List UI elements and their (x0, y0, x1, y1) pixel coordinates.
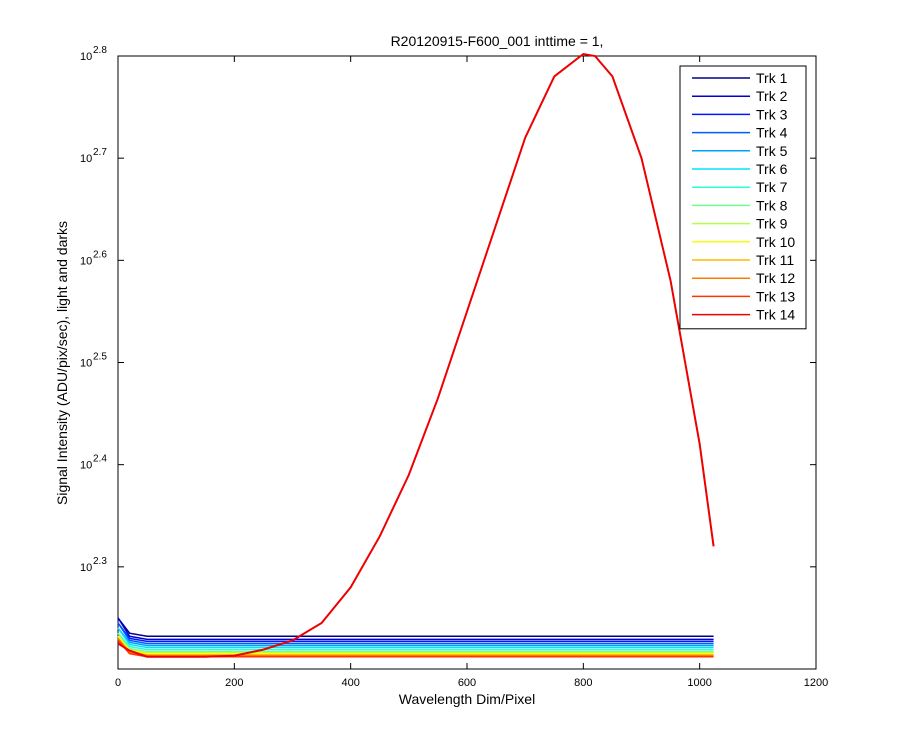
series-line-trk-3 (117, 622, 714, 643)
y-tick-label-base: 10 (80, 460, 92, 472)
y-tick-label-exponent: 2.6 (93, 249, 107, 260)
x-tick-label: 400 (341, 677, 359, 689)
x-tick-label: 200 (225, 677, 243, 689)
legend-label: Trk 2 (756, 88, 788, 104)
legend: Trk 1 Trk 2 Trk 3 Trk 4 Trk 5 Trk 6 Trk 7 Trk 8… (679, 65, 807, 330)
legend-label: Trk 8 (756, 197, 788, 213)
y-tick-label-exponent: 2.4 (93, 454, 107, 465)
series-line-trk-7 (117, 632, 714, 651)
y-tick-label-base: 10 (80, 255, 92, 267)
x-axis: 0 200 400 600 800 1000 1200 (115, 56, 828, 689)
legend-label: Trk 10 (756, 234, 795, 250)
x-tick-label: 1200 (804, 677, 828, 689)
legend-label: Trk 1 (756, 70, 788, 86)
series-line-trk-2 (117, 617, 714, 641)
legend-box (679, 65, 807, 330)
legend-label: Trk 9 (756, 216, 788, 232)
y-tick-label-exponent: 2.3 (93, 556, 107, 567)
y-tick-label-exponent: 2.5 (93, 352, 107, 363)
legend-label: Trk 12 (756, 270, 795, 286)
legend-label: Trk 6 (756, 161, 788, 177)
y-tick-label-base: 10 (80, 153, 92, 165)
x-tick-label: 600 (458, 677, 476, 689)
legend-label: Trk 4 (756, 125, 788, 141)
y-tick-label-base: 10 (80, 358, 92, 370)
series-line-trk-9 (117, 635, 714, 654)
chart-title: R20120915-F600_001 inttime = 1, (391, 33, 604, 49)
legend-label: Trk 14 (756, 307, 795, 323)
y-axis-label: Signal Intensity (ADU/pix/sec), light an… (54, 221, 70, 505)
series-line-trk-14 (117, 52, 715, 658)
series-line-trk-5 (117, 627, 714, 647)
x-tick-label: 1000 (687, 677, 711, 689)
y-tick-label-exponent: 2.8 (93, 45, 107, 56)
legend-label: Trk 7 (756, 179, 788, 195)
series-line-trk-10 (117, 635, 714, 655)
legend-label: Trk 11 (756, 252, 794, 268)
x-tick-label: 800 (574, 677, 592, 689)
series-line-trk-6 (117, 627, 714, 649)
x-axis-label: Wavelength Dim/Pixel (399, 691, 535, 707)
legend-label: Trk 5 (756, 143, 788, 159)
series-line-trk-11 (117, 637, 714, 656)
series-line-trk-4 (117, 622, 714, 645)
y-tick-label-base: 10 (80, 562, 92, 574)
series-line-trk-1 (117, 617, 714, 638)
series-line-trk-8 (117, 632, 714, 653)
series-layer (117, 52, 715, 658)
x-tick-label: 0 (115, 677, 121, 689)
legend-label: Trk 13 (756, 288, 795, 304)
y-tick-label-base: 10 (80, 51, 92, 63)
y-tick-label-exponent: 2.7 (93, 147, 107, 158)
legend-label: Trk 3 (756, 106, 788, 122)
